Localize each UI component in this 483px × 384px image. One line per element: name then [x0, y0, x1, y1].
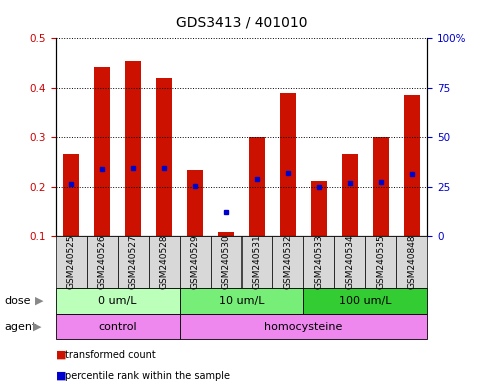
Text: GSM240526: GSM240526 — [98, 235, 107, 290]
Bar — [280, 93, 296, 236]
Text: transformed count: transformed count — [65, 350, 156, 360]
Text: control: control — [98, 321, 137, 332]
Text: dose: dose — [5, 296, 31, 306]
Text: GSM240527: GSM240527 — [128, 235, 138, 290]
Text: GSM240529: GSM240529 — [190, 235, 199, 290]
Text: 100 um/L: 100 um/L — [339, 296, 392, 306]
Text: 10 um/L: 10 um/L — [219, 296, 264, 306]
Text: GSM240525: GSM240525 — [67, 235, 75, 290]
Text: GSM240535: GSM240535 — [376, 235, 385, 290]
Text: 0 um/L: 0 um/L — [98, 296, 137, 306]
Bar — [249, 137, 265, 236]
Bar — [311, 181, 327, 236]
Text: GSM240848: GSM240848 — [408, 235, 416, 290]
Bar — [342, 154, 358, 236]
Bar — [94, 66, 110, 236]
Text: GDS3413 / 401010: GDS3413 / 401010 — [176, 15, 307, 29]
Text: GSM240528: GSM240528 — [159, 235, 169, 290]
Text: ■: ■ — [56, 371, 66, 381]
Text: ▶: ▶ — [35, 296, 43, 306]
Bar — [218, 232, 234, 236]
Bar — [404, 95, 420, 236]
Text: GSM240534: GSM240534 — [345, 235, 355, 290]
Bar — [63, 154, 79, 236]
Bar — [125, 61, 141, 236]
Text: GSM240533: GSM240533 — [314, 235, 324, 290]
Text: homocysteine: homocysteine — [264, 321, 342, 332]
Text: GSM240532: GSM240532 — [284, 235, 293, 290]
Text: GSM240531: GSM240531 — [253, 235, 261, 290]
Bar — [187, 170, 203, 236]
Text: GSM240530: GSM240530 — [222, 235, 230, 290]
Text: ■: ■ — [56, 350, 66, 360]
Bar — [156, 78, 172, 236]
Text: ▶: ▶ — [33, 321, 42, 332]
Bar — [373, 137, 389, 236]
Text: percentile rank within the sample: percentile rank within the sample — [65, 371, 230, 381]
Text: agent: agent — [5, 321, 37, 332]
